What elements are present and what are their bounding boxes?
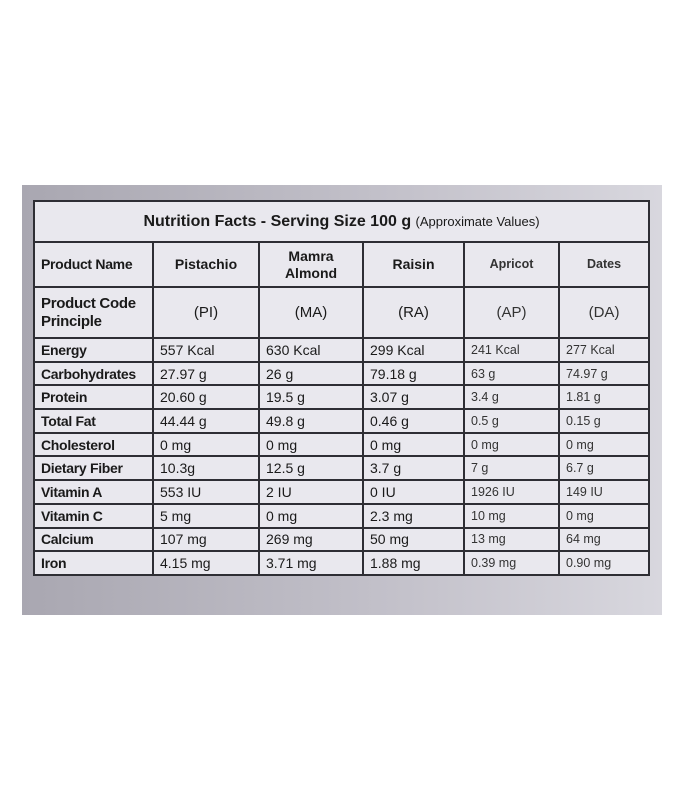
- table-body: Nutrition Facts - Serving Size 100 g (Ap…: [32, 200, 651, 576]
- cell: 3.07 g: [362, 384, 465, 411]
- cell: 5 mg: [152, 502, 260, 529]
- cell: Dates: [557, 241, 651, 288]
- cell: 3.71 mg: [258, 550, 364, 576]
- row-label: Protein: [33, 384, 154, 411]
- cell: 13 mg: [463, 526, 560, 553]
- row-label: Energy: [33, 337, 154, 363]
- cell: 149 IU: [557, 479, 651, 505]
- data-row: Carbohydrates 27.97 g 26 g 79.18 g 63 g 74.97…: [33, 360, 651, 387]
- cell: (PI): [152, 286, 260, 339]
- cell: 50 mg: [362, 526, 465, 553]
- cell: 4.15 mg: [152, 550, 260, 576]
- row-label: Calcium: [33, 526, 154, 553]
- row-label: Carbohydrates: [33, 360, 154, 387]
- cell: 49.8 g: [258, 408, 364, 434]
- cell: 3.7 g: [362, 455, 465, 482]
- cell: 241 Kcal: [463, 337, 560, 363]
- cell: 20.60 g: [152, 384, 260, 411]
- title: Nutrition Facts - Serving Size 100 g: [143, 212, 412, 230]
- data-row: Calcium 107 mg 269 mg 50 mg 13 mg 64 mg: [33, 526, 651, 553]
- cell: Mamra Almond: [258, 241, 364, 288]
- cell: 553 IU: [152, 479, 260, 505]
- cell: 79.18 g: [362, 360, 465, 387]
- code-row: Product Code Principle (PI) (MA) (RA) (AP) (D…: [33, 286, 651, 339]
- title-cell: Nutrition Facts - Serving Size 100 g (Ap…: [32, 200, 651, 243]
- cell: 1.88 mg: [362, 550, 465, 576]
- cell: 3.4 g: [463, 384, 560, 411]
- cell: 0 mg: [463, 431, 560, 458]
- data-row: Energy 557 Kcal 630 Kcal 299 Kcal 241 Kcal 27…: [33, 337, 651, 363]
- data-row: Protein 20.60 g 19.5 g 3.07 g 3.4 g 1.81 g: [33, 384, 651, 411]
- cell: Raisin: [362, 241, 465, 288]
- cell: 0 mg: [152, 431, 260, 458]
- row-label: Dietary Fiber: [33, 455, 154, 482]
- cell: 0 mg: [557, 502, 651, 529]
- cell: 557 Kcal: [152, 337, 260, 363]
- cell: 1.81 g: [557, 384, 651, 411]
- cell: 0 mg: [258, 431, 364, 458]
- cell: Apricot: [463, 241, 560, 288]
- cell: 277 Kcal: [557, 337, 651, 363]
- cell: 2.3 mg: [362, 502, 465, 529]
- cell: 26 g: [258, 360, 364, 387]
- subtitle: (Approximate Values): [415, 213, 540, 229]
- row-label: Total Fat: [33, 408, 154, 434]
- cell: 0 mg: [258, 502, 364, 529]
- cell: (AP): [463, 286, 560, 339]
- cell: 10 mg: [463, 502, 560, 529]
- cell: 269 mg: [258, 526, 364, 553]
- cell: 107 mg: [152, 526, 260, 553]
- cell: 0.5 g: [463, 408, 560, 434]
- data-row: Vitamin A 553 IU 2 IU 0 IU 1926 IU 149 IU: [33, 479, 651, 505]
- row-label: Product Name: [33, 241, 154, 288]
- cell: 299 Kcal: [362, 337, 465, 363]
- cell: 44.44 g: [152, 408, 260, 434]
- row-label: Cholesterol: [33, 431, 154, 458]
- cell: (DA): [557, 286, 651, 339]
- cell: 63 g: [463, 360, 560, 387]
- cell: 0 IU: [362, 479, 465, 505]
- cell: 64 mg: [557, 526, 651, 553]
- row-label: Product Code Principle: [33, 286, 154, 339]
- cell: 27.97 g: [152, 360, 260, 387]
- row-label: Vitamin A: [33, 479, 154, 505]
- cell: 12.5 g: [258, 455, 364, 482]
- data-row: Total Fat 44.44 g 49.8 g 0.46 g 0.5 g 0.15 g: [33, 408, 651, 434]
- cell: 74.97 g: [557, 360, 651, 387]
- cell: 10.3g: [152, 455, 260, 482]
- data-row: Cholesterol 0 mg 0 mg 0 mg 0 mg 0 mg: [33, 431, 651, 458]
- cell: 0.90 mg: [557, 550, 651, 576]
- cell: 0 mg: [557, 431, 651, 458]
- cell: 2 IU: [258, 479, 364, 505]
- nutrition-table: Nutrition Facts - Serving Size 100 g (Ap…: [32, 200, 651, 576]
- cell: 19.5 g: [258, 384, 364, 411]
- cell: 6.7 g: [557, 455, 651, 482]
- row-label: Iron: [33, 550, 154, 576]
- data-row: Iron 4.15 mg 3.71 mg 1.88 mg 0.39 mg 0.90 mg: [33, 550, 651, 576]
- title-row: Nutrition Facts - Serving Size 100 g (Ap…: [32, 200, 651, 243]
- cell: (RA): [362, 286, 465, 339]
- cell: 0.46 g: [362, 408, 465, 434]
- cell: 630 Kcal: [258, 337, 364, 363]
- cell: 0.15 g: [557, 408, 651, 434]
- head-row: Product Name Pistachio Mamra Almond Raisin A…: [33, 241, 651, 288]
- cell: Pistachio: [152, 241, 260, 288]
- cell: 7 g: [463, 455, 560, 482]
- cell: 1926 IU: [463, 479, 560, 505]
- cell: 0 mg: [362, 431, 465, 458]
- cell: (MA): [258, 286, 364, 339]
- cell: 0.39 mg: [463, 550, 560, 576]
- row-label: Vitamin C: [33, 502, 154, 529]
